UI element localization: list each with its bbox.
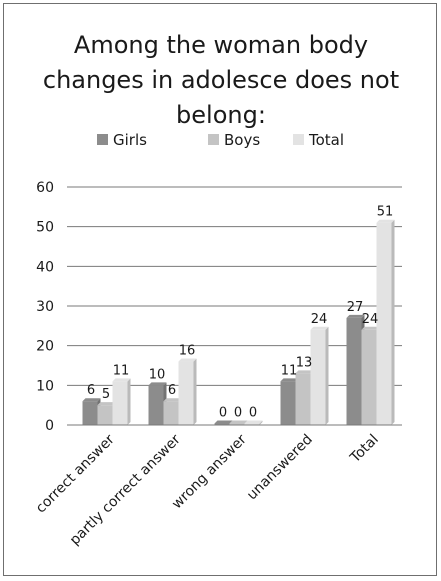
data-label: 24 — [362, 312, 379, 327]
bar-top — [280, 378, 299, 382]
legend-label-2: Total — [308, 131, 344, 149]
bar-total-1 — [178, 361, 194, 425]
bar-boys-4 — [361, 329, 377, 425]
bar-girls-0 — [82, 401, 98, 425]
bar-boys-0 — [97, 405, 113, 425]
chart-title-line: belong: — [176, 101, 266, 129]
bar-side — [193, 358, 197, 425]
bar-side — [259, 420, 263, 425]
bar-boys-2 — [229, 423, 245, 425]
x-tick-label: partly correct answer — [67, 431, 184, 548]
y-tick-label: 0 — [45, 418, 54, 434]
bar-side — [391, 219, 395, 425]
chart-title-line: changes in adolesce does not — [43, 66, 399, 94]
y-tick-label: 60 — [36, 180, 54, 196]
y-tick-label: 50 — [36, 220, 54, 236]
data-label: 24 — [311, 312, 328, 327]
x-tick-label: Total — [347, 432, 382, 467]
bar-top — [82, 398, 101, 402]
data-label: 5 — [102, 387, 110, 402]
chart-frame: Among the woman body changes in adolesce … — [3, 3, 437, 576]
y-tick-label: 10 — [36, 378, 54, 394]
data-label: 51 — [377, 205, 394, 220]
legend-swatch-0 — [97, 134, 108, 145]
bar-chart: Among the woman body changes in adolesce … — [33, 31, 402, 548]
data-label: 11 — [113, 363, 130, 378]
bar-girls-1 — [148, 385, 164, 425]
bar-top — [295, 370, 314, 374]
data-label: 6 — [168, 383, 176, 398]
bar-side — [325, 326, 329, 425]
y-axis: 0 10 20 30 40 50 60 — [36, 180, 54, 434]
bar-top — [229, 420, 248, 424]
bar-series — [82, 219, 395, 425]
legend-label-1: Boys — [224, 131, 260, 149]
data-label: 13 — [296, 355, 313, 370]
bar-girls-2 — [214, 423, 230, 425]
bar-boys-1 — [163, 401, 179, 425]
bar-total-3 — [310, 329, 326, 425]
bar-girls-4 — [346, 317, 362, 425]
bar-top — [361, 326, 380, 330]
bar-top — [112, 378, 131, 382]
data-label: 6 — [87, 383, 95, 398]
bar-top — [178, 358, 197, 362]
bar-top — [310, 326, 329, 330]
bar-side — [127, 378, 131, 425]
chart-legend: Girls Boys Total — [97, 131, 344, 149]
data-label: 0 — [219, 406, 227, 421]
bar-total-4 — [376, 222, 392, 425]
bar-top — [97, 402, 116, 406]
data-label: 0 — [249, 406, 257, 421]
bar-total-2 — [244, 423, 260, 425]
bar-top — [244, 420, 263, 424]
bar-top — [163, 398, 182, 402]
data-label: 11 — [281, 363, 298, 378]
data-label: 0 — [234, 406, 242, 421]
bar-top — [376, 219, 395, 223]
chart-title-line: Among the woman body — [74, 31, 368, 59]
bar-top — [214, 420, 233, 424]
data-label: 10 — [149, 367, 166, 382]
data-label: 16 — [179, 344, 196, 359]
bar-boys-3 — [295, 373, 311, 425]
y-tick-label: 30 — [36, 299, 54, 315]
x-tick-label: unanswered — [244, 432, 316, 504]
legend-label-0: Girls — [113, 131, 147, 149]
bar-top — [346, 314, 365, 318]
chart-title: Among the woman body changes in adolesce … — [43, 31, 399, 129]
legend-swatch-2 — [293, 134, 304, 145]
data-label: 27 — [347, 300, 364, 315]
y-tick-label: 40 — [36, 259, 54, 275]
bar-top — [148, 382, 167, 386]
bar-girls-3 — [280, 381, 296, 425]
bar-total-0 — [112, 381, 128, 425]
y-tick-label: 20 — [36, 339, 54, 355]
legend-swatch-1 — [208, 134, 219, 145]
